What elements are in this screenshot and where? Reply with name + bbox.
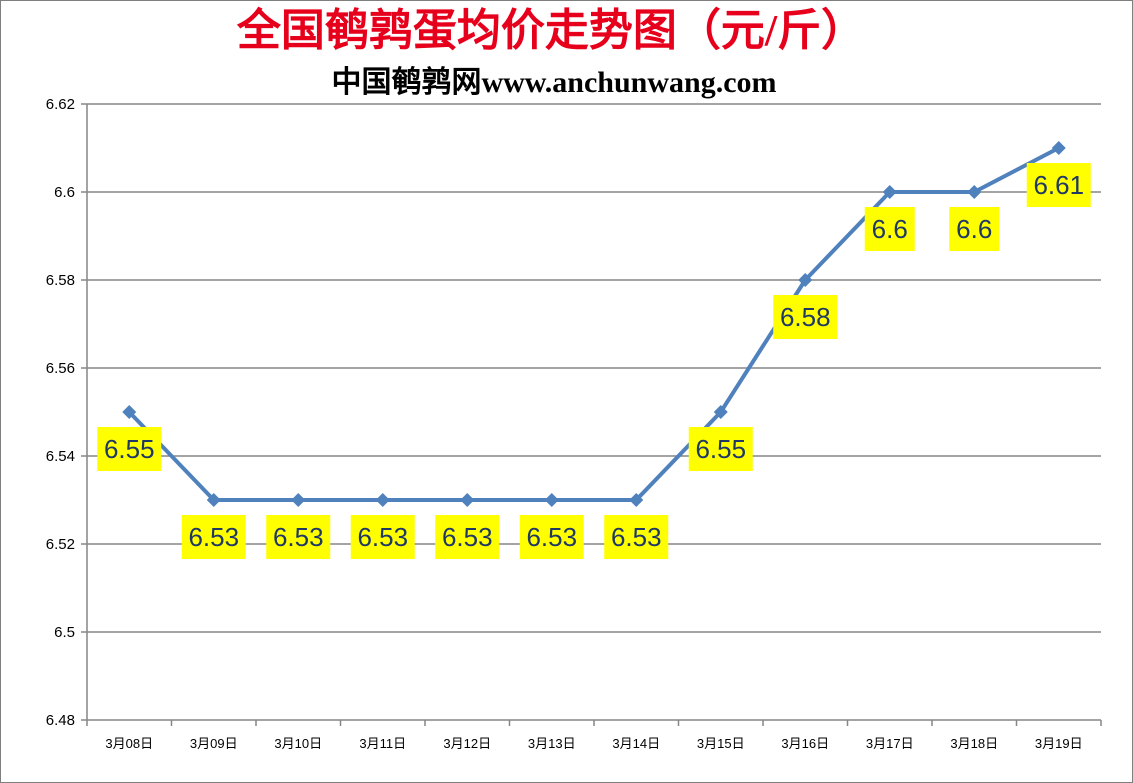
data-label-box [1026, 163, 1091, 207]
data-label-box [773, 295, 838, 339]
data-label-box [435, 515, 500, 559]
data-point-marker [122, 405, 137, 419]
y-tick-label: 6.58 [46, 272, 75, 289]
y-tick-label: 6.56 [46, 360, 75, 377]
data-point-marker [629, 493, 644, 507]
data-point-marker [544, 493, 559, 507]
y-tick-label: 6.48 [46, 712, 75, 729]
data-label-box [181, 515, 246, 559]
data-label: 6.58 [780, 302, 831, 332]
data-label-box [949, 207, 1000, 251]
data-label-box [519, 515, 584, 559]
x-tick-label: 3月11日 [359, 736, 406, 751]
data-point-marker [1051, 141, 1066, 155]
x-tick-label: 3月16日 [781, 736, 829, 751]
series-line [127, 146, 1060, 502]
data-label: 6.53 [188, 522, 239, 552]
y-tick-label: 6.54 [46, 448, 75, 465]
x-tick-label: 3月08日 [105, 736, 153, 751]
y-tick-label: 6.5 [54, 624, 75, 641]
data-label-box [604, 515, 669, 559]
data-point-marker [460, 493, 475, 507]
data-label: 6.53 [442, 522, 493, 552]
x-tick-label: 3月15日 [697, 736, 745, 751]
data-point-marker [967, 185, 982, 199]
data-label-box [350, 515, 415, 559]
data-label-box [688, 427, 753, 471]
y-tick-label: 6.62 [46, 96, 75, 113]
data-label-box [266, 515, 331, 559]
data-label: 6.61 [1033, 170, 1084, 200]
y-tick-label: 6.6 [54, 184, 75, 201]
y-tick-label: 6.52 [46, 536, 75, 553]
x-tick-label: 3月17日 [866, 736, 914, 751]
data-point-marker [206, 493, 221, 507]
x-tick-label: 3月14日 [612, 736, 660, 751]
data-point-marker [375, 493, 390, 507]
data-label: 6.6 [956, 214, 992, 244]
data-label: 6.6 [872, 214, 908, 244]
x-tick-label: 3月09日 [190, 736, 238, 751]
x-tick-label: 3月19日 [1035, 736, 1083, 751]
data-label: 6.55 [104, 434, 155, 464]
data-point-marker [882, 185, 897, 199]
x-tick-label: 3月10日 [274, 736, 322, 751]
data-label: 6.53 [526, 522, 577, 552]
chart-subtitle: 中国鹌鹑网www.anchunwang.com [331, 66, 777, 99]
data-label-box [864, 207, 915, 251]
data-label-box [97, 427, 162, 471]
chart-title: 全国鹌鹑蛋均价走势图（元/斤） [236, 6, 866, 55]
data-label: 6.53 [611, 522, 662, 552]
data-point-marker [291, 493, 306, 507]
data-label: 6.53 [357, 522, 408, 552]
x-tick-label: 3月18日 [950, 736, 998, 751]
data-point-marker [798, 273, 813, 287]
x-tick-label: 3月12日 [443, 736, 491, 751]
data-label: 6.55 [695, 434, 746, 464]
data-point-marker [713, 405, 728, 419]
x-tick-label: 3月13日 [528, 736, 576, 751]
data-label: 6.53 [273, 522, 324, 552]
